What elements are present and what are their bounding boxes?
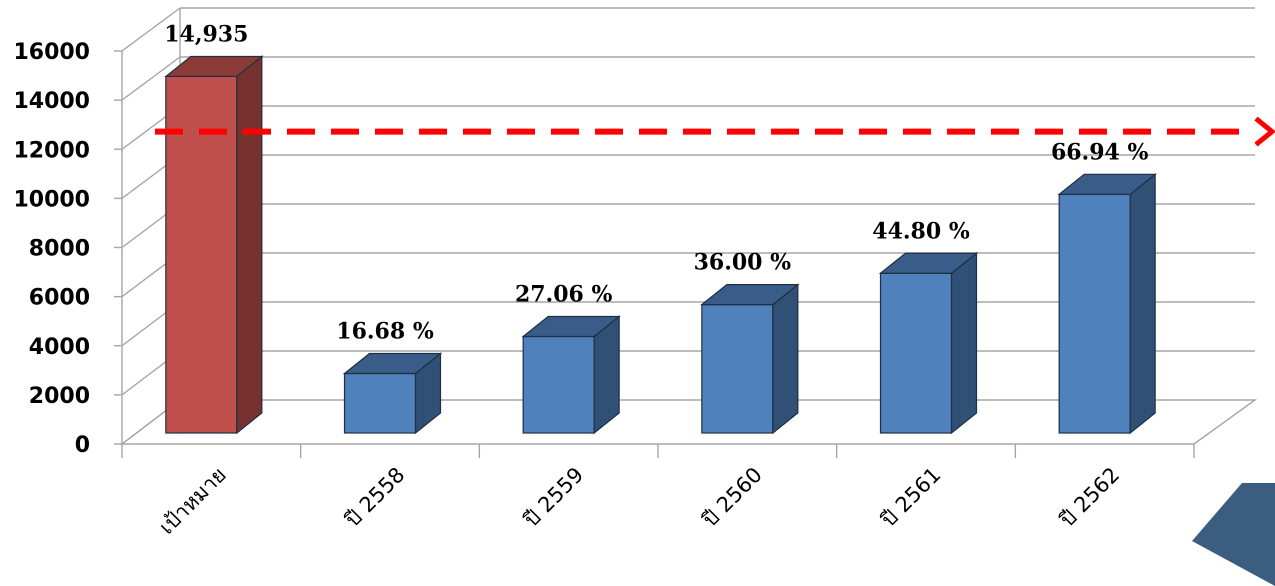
y-tick-label: 14000: [13, 89, 90, 114]
bar-front: [522, 335, 595, 434]
x-tick-label: ปี 2559: [519, 463, 588, 532]
bar-top: [878, 252, 979, 274]
target-line: [155, 116, 1275, 147]
bar-2: [342, 352, 443, 435]
bar-front: [701, 304, 774, 434]
y-tick-label: 12000: [13, 138, 90, 163]
gridline-side: [121, 56, 181, 101]
bar-4: [700, 283, 800, 435]
bar-side: [236, 55, 263, 435]
target-arrow-head: [1254, 116, 1275, 147]
bar-6: [1057, 173, 1157, 435]
bar-top: [521, 315, 621, 338]
data-label: 14,935: [164, 21, 248, 47]
bar-top: [1057, 173, 1157, 195]
data-label: 66.94 %: [1051, 139, 1149, 165]
data-label: 27.06 %: [515, 282, 613, 308]
x-tick-label: ปี 2558: [340, 463, 409, 532]
y-tick-label: 4000: [29, 335, 90, 360]
data-label: 44.80 %: [872, 218, 970, 244]
bar-1: [164, 55, 264, 435]
bar-top: [342, 352, 443, 375]
y-tick-label: 6000: [29, 286, 90, 311]
x-axis-tick-labels: เป้าหมาย ปี 2558 ปี 2559 ปี 2560 ปี 2561 ปี 2…: [154, 463, 1124, 539]
x-tick-label: เป้าหมาย: [154, 463, 230, 539]
y-tick-label: 10000: [13, 187, 90, 212]
x-tick-label: ปี 2562: [1055, 463, 1124, 532]
x-axis: [121, 444, 1195, 458]
bar-side: [1129, 173, 1156, 435]
bar-front: [879, 272, 953, 434]
y-tick-label: 0: [75, 433, 90, 458]
bar-top: [164, 55, 264, 78]
gridline-side: [121, 7, 181, 52]
x-tick-label: ปี 2560: [697, 463, 766, 532]
bar-front: [165, 75, 238, 434]
y-tick-label: 8000: [29, 237, 90, 262]
y-tick-label: 2000: [29, 384, 90, 409]
bar-front: [343, 372, 417, 434]
chart-bars: [164, 55, 1157, 435]
bar-front: [1058, 193, 1131, 434]
bar-5: [878, 252, 979, 435]
y-tick-label: 16000: [13, 40, 90, 65]
corner-decoration: [1192, 483, 1275, 586]
data-label: 16.68 %: [336, 319, 434, 345]
bar-side: [950, 252, 978, 435]
data-label: 36.00 %: [694, 250, 792, 276]
bar-3: [521, 315, 621, 435]
data-labels: 14,935 16.68 % 27.06 % 36.00 % 44.80 % 66.94 …: [164, 21, 1148, 344]
bar-top: [700, 284, 800, 306]
bar-side: [772, 283, 799, 435]
x-tick-label: ปี 2561: [876, 463, 945, 532]
y-axis-ticks: 0 2000 4000 6000 8000 10000 12000 14000 16000: [13, 40, 90, 458]
